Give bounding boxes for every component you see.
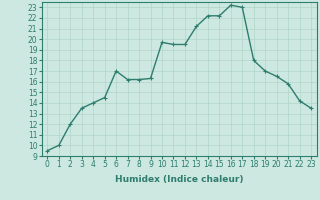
X-axis label: Humidex (Indice chaleur): Humidex (Indice chaleur) <box>115 175 244 184</box>
